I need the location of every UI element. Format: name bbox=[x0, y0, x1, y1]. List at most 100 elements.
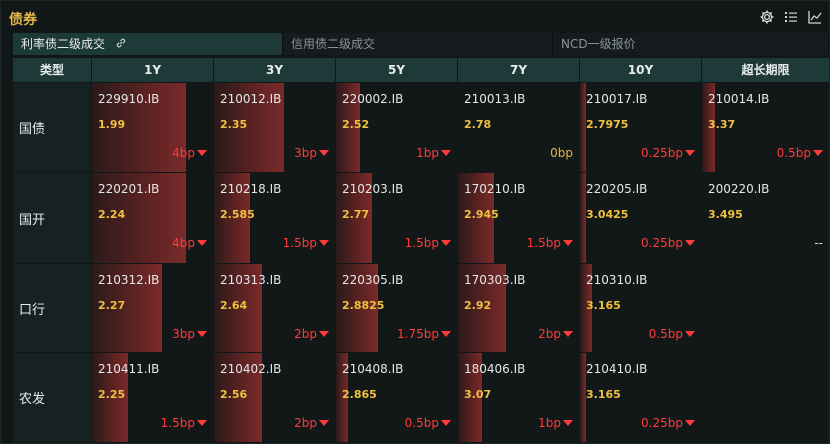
bond-yield: 2.92 bbox=[464, 299, 492, 312]
bond-code[interactable]: 210410.IB bbox=[586, 362, 648, 376]
bond-yield: 2.78 bbox=[464, 118, 492, 131]
change-value: 1.5bp bbox=[404, 236, 439, 250]
bond-cell[interactable]: 210014.IB 3.37 0.5bp bbox=[702, 83, 829, 172]
bond-code[interactable]: 210203.IB bbox=[342, 182, 404, 196]
bond-cell[interactable]: 200220.IB 3.495 -- bbox=[702, 173, 829, 263]
bond-code[interactable]: 170303.IB bbox=[464, 273, 526, 287]
bond-code[interactable]: 210014.IB bbox=[708, 92, 770, 106]
bond-code[interactable]: 220305.IB bbox=[342, 273, 404, 287]
column-header[interactable]: 类型 bbox=[13, 58, 91, 82]
down-arrow-icon bbox=[685, 240, 695, 246]
column-header[interactable]: 1Y bbox=[92, 58, 213, 82]
yield-change: 0.25bp bbox=[641, 416, 695, 430]
change-value: 1bp bbox=[416, 146, 439, 160]
bond-cell[interactable]: 220201.IB 2.24 4bp bbox=[92, 173, 213, 263]
bond-yield: 3.495 bbox=[708, 208, 743, 221]
yield-change: 1.5bp bbox=[527, 236, 573, 250]
bond-code[interactable]: 210313.IB bbox=[220, 273, 282, 287]
bond-code[interactable]: 210402.IB bbox=[220, 362, 282, 376]
yield-change: 4bp bbox=[172, 146, 207, 160]
column-header[interactable]: 3Y bbox=[214, 58, 335, 82]
bond-yield: 2.64 bbox=[220, 299, 248, 312]
change-bar bbox=[336, 83, 361, 172]
bond-cell[interactable]: 170210.IB 2.945 1.5bp bbox=[458, 173, 579, 263]
bond-cell[interactable]: 210218.IB 2.585 1.5bp bbox=[214, 173, 335, 263]
list-icon[interactable] bbox=[783, 9, 799, 25]
tab-ncd-quotes[interactable]: NCD一级报价 bbox=[553, 33, 829, 55]
change-value: 1bp bbox=[538, 416, 561, 430]
bond-yield: 2.77 bbox=[342, 208, 370, 221]
change-bar bbox=[580, 173, 587, 263]
yield-change: 3bp bbox=[294, 146, 329, 160]
bond-code[interactable]: 210312.IB bbox=[98, 273, 160, 287]
change-value: 0bp bbox=[550, 146, 573, 160]
bond-cell[interactable]: 210013.IB 2.78 0bp bbox=[458, 83, 579, 172]
column-header[interactable]: 10Y bbox=[580, 58, 701, 82]
bond-cell[interactable]: 220305.IB 2.8825 1.75bp bbox=[336, 264, 457, 352]
empty-cell bbox=[702, 353, 829, 442]
gear-icon[interactable] bbox=[759, 9, 775, 25]
title-toolbar bbox=[759, 9, 823, 25]
column-header[interactable]: 超长期限 bbox=[702, 58, 829, 82]
bond-code[interactable]: 170210.IB bbox=[464, 182, 526, 196]
change-bar bbox=[336, 264, 379, 352]
change-value: 0.25bp bbox=[641, 416, 683, 430]
bond-cell[interactable]: 229910.IB 1.99 4bp bbox=[92, 83, 213, 172]
bond-code[interactable]: 210411.IB bbox=[98, 362, 160, 376]
bond-cell[interactable]: 210012.IB 2.35 3bp bbox=[214, 83, 335, 172]
down-arrow-icon bbox=[813, 150, 823, 156]
column-header[interactable]: 5Y bbox=[336, 58, 457, 82]
bond-cell[interactable]: 210310.IB 3.165 0.5bp bbox=[580, 264, 701, 352]
change-value: 0.5bp bbox=[648, 327, 683, 341]
bond-cell[interactable]: 220002.IB 2.52 1bp bbox=[336, 83, 457, 172]
down-arrow-icon bbox=[319, 150, 329, 156]
yield-change: 0bp bbox=[550, 146, 573, 160]
bond-yield: 2.8825 bbox=[342, 299, 385, 312]
bond-code[interactable]: 210012.IB bbox=[220, 92, 282, 106]
bond-code[interactable]: 229910.IB bbox=[98, 92, 160, 106]
change-bar bbox=[214, 353, 263, 442]
yield-change: 2bp bbox=[538, 327, 573, 341]
bond-code[interactable]: 220002.IB bbox=[342, 92, 404, 106]
change-value: 1.75bp bbox=[397, 327, 439, 341]
change-value: 2bp bbox=[538, 327, 561, 341]
bond-code[interactable]: 200220.IB bbox=[708, 182, 770, 196]
bond-cell[interactable]: 210312.IB 2.27 3bp bbox=[92, 264, 213, 352]
yield-change: 1.5bp bbox=[283, 236, 329, 250]
bond-cell[interactable]: 210402.IB 2.56 2bp bbox=[214, 353, 335, 442]
change-value: 2bp bbox=[294, 327, 317, 341]
bond-cell[interactable]: 210410.IB 3.165 0.25bp bbox=[580, 353, 701, 442]
down-arrow-icon bbox=[563, 420, 573, 426]
bond-cell[interactable]: 210411.IB 2.25 1.5bp bbox=[92, 353, 213, 442]
bond-code[interactable]: 210218.IB bbox=[220, 182, 282, 196]
bond-cell[interactable]: 180406.IB 3.07 1bp bbox=[458, 353, 579, 442]
bond-yield: 3.37 bbox=[708, 118, 736, 131]
bond-code[interactable]: 180406.IB bbox=[464, 362, 526, 376]
down-arrow-icon bbox=[685, 150, 695, 156]
bond-cell[interactable]: 210017.IB 2.7975 0.25bp bbox=[580, 83, 701, 172]
bond-yield: 3.165 bbox=[586, 299, 621, 312]
bond-cell[interactable]: 210313.IB 2.64 2bp bbox=[214, 264, 335, 352]
tab-rate-bonds[interactable]: 利率债二级成交 bbox=[13, 33, 283, 55]
bond-code[interactable]: 220205.IB bbox=[586, 182, 648, 196]
bond-cell[interactable]: 210203.IB 2.77 1.5bp bbox=[336, 173, 457, 263]
yield-change: 1.5bp bbox=[405, 236, 451, 250]
link-icon[interactable] bbox=[115, 34, 127, 48]
bond-cell[interactable]: 170303.IB 2.92 2bp bbox=[458, 264, 579, 352]
bond-cell[interactable]: 220205.IB 3.0425 0.25bp bbox=[580, 173, 701, 263]
bond-cell[interactable]: 210408.IB 2.865 0.5bp bbox=[336, 353, 457, 442]
yield-change: 2bp bbox=[294, 416, 329, 430]
bond-code[interactable]: 210408.IB bbox=[342, 362, 404, 376]
bond-code[interactable]: 220201.IB bbox=[98, 182, 160, 196]
down-arrow-icon bbox=[197, 331, 207, 337]
bond-code[interactable]: 210017.IB bbox=[586, 92, 648, 106]
column-header[interactable]: 7Y bbox=[458, 58, 579, 82]
change-bar bbox=[336, 173, 373, 263]
bond-code[interactable]: 210310.IB bbox=[586, 273, 648, 287]
tab-credit-bonds[interactable]: 信用债二级成交 bbox=[283, 33, 553, 55]
yield-change: -- bbox=[814, 236, 823, 250]
empty-cell bbox=[702, 264, 829, 352]
bond-code[interactable]: 210013.IB bbox=[464, 92, 526, 106]
chart-icon[interactable] bbox=[807, 9, 823, 25]
